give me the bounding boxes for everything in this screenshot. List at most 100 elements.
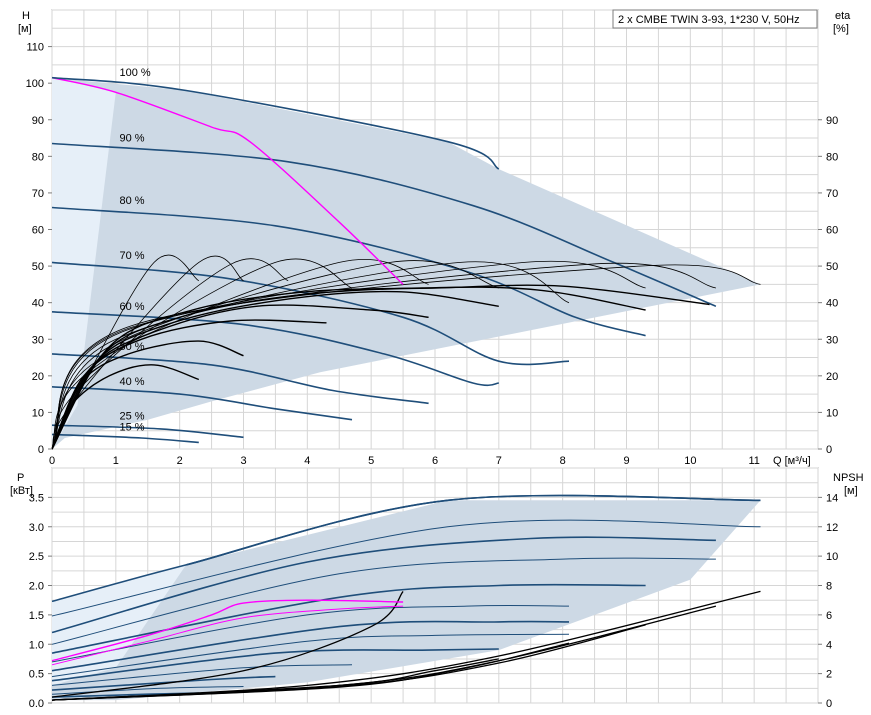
y-right-tick-label: 12 xyxy=(826,522,838,534)
y-tick-label: 3.5 xyxy=(29,492,44,504)
y-right-tick-label: 80 xyxy=(826,151,838,163)
efficiency-curve xyxy=(51,304,429,450)
speed-curve xyxy=(51,424,244,439)
efficiency-curve xyxy=(51,261,570,450)
npsh-curve xyxy=(51,642,570,701)
y-tick-label: 2.5 xyxy=(29,551,44,563)
y-tick-label: 80 xyxy=(32,151,44,163)
npsh-axis-unit: [м] xyxy=(844,485,858,497)
speed-label: 100 % xyxy=(119,67,150,79)
speed-curve xyxy=(51,386,353,421)
power-axis-label: P xyxy=(17,472,24,484)
power-curve xyxy=(51,536,716,634)
efficiency-curve xyxy=(51,262,716,450)
x-tick-label: 1 xyxy=(113,455,119,467)
max-speed-curve xyxy=(51,76,500,170)
head-chart: 0102030405060708090100110010203040506070… xyxy=(26,9,839,467)
x-tick-label: 5 xyxy=(368,455,374,467)
speed-curve xyxy=(51,261,570,366)
y-tick-label: 0.5 xyxy=(29,669,44,681)
y-right-tick-label: 0 xyxy=(826,444,832,456)
speed-curve xyxy=(51,353,429,405)
y-tick-label: 2.0 xyxy=(29,581,44,593)
x-tick-label: 2 xyxy=(177,455,183,467)
y-right-tick-label: 6 xyxy=(826,610,832,622)
y-tick-label: 70 xyxy=(32,188,44,200)
y-right-tick-label: 70 xyxy=(826,188,838,200)
x-tick-label: 6 xyxy=(432,455,438,467)
y-tick-label: 1.5 xyxy=(29,610,44,622)
power-axis-unit: [кВт] xyxy=(10,485,33,497)
power-curve xyxy=(51,519,761,617)
y-tick-label: 50 xyxy=(32,261,44,273)
power-curve xyxy=(51,583,646,654)
npsh-curve xyxy=(51,658,499,701)
y-tick-label: 40 xyxy=(32,298,44,310)
y-tick-label: 10 xyxy=(32,407,44,419)
y-tick-label: 20 xyxy=(32,371,44,383)
x-tick-label: 7 xyxy=(496,455,502,467)
y-tick-label: 30 xyxy=(32,334,44,346)
speed-curve xyxy=(51,311,499,387)
x-tick-label: 4 xyxy=(304,455,310,467)
power-curve xyxy=(51,604,570,663)
power-curve xyxy=(51,686,244,695)
operating-curve xyxy=(51,77,404,285)
y-tick-label: 90 xyxy=(32,115,44,127)
head-chart-curves xyxy=(51,76,761,450)
y-right-tick-label: 10 xyxy=(826,551,838,563)
y-right-tick-label: 90 xyxy=(826,115,838,127)
speed-label: 15 % xyxy=(119,422,144,434)
x-tick-label: 11 xyxy=(748,455,759,467)
operating-range-envelope xyxy=(52,500,761,701)
power-curve xyxy=(51,648,499,682)
head-chart-envelopes xyxy=(52,77,761,449)
efficiency-curve xyxy=(51,264,761,450)
operating-curve-secondary xyxy=(51,605,404,666)
power-chart-curves xyxy=(51,494,761,701)
efficiency-curve xyxy=(51,260,499,450)
power-curve xyxy=(51,557,716,645)
speed-curve xyxy=(51,206,646,337)
power-curve xyxy=(51,664,353,686)
npsh-axis-label: NPSH xyxy=(833,472,864,484)
x-tick-label: 3 xyxy=(240,455,246,467)
power-curve xyxy=(51,620,570,672)
low-flow-envelope xyxy=(52,77,116,449)
speed-label: 90 % xyxy=(119,133,144,145)
y-right-tick-label: 4 xyxy=(826,639,832,651)
y-right-tick-label: 50 xyxy=(826,261,838,273)
efficiency-curve xyxy=(51,364,200,450)
efficiency-curve xyxy=(51,340,244,450)
power-chart: 0.0 0.5 1.0 1.5 2.0 2.5 3.0 3.5 0 2 4 6 8 10 12 14 xyxy=(29,467,839,710)
y-tick-label: 0 xyxy=(38,444,44,456)
x-tick-label: 0 xyxy=(49,455,55,467)
speed-curve xyxy=(51,142,717,308)
y-right-tick-label: 8 xyxy=(826,581,832,593)
chart-title-box: 2 x CMBE TWIN 3-93, 1*230 V, 50Hz xyxy=(612,9,818,29)
y-tick-label: 3.0 xyxy=(29,522,44,534)
power-chart-ticks: 0.0 0.5 1.0 1.5 2.0 2.5 3.0 3.5 0 2 4 6 8 10 12 14 xyxy=(29,492,839,710)
flow-axis-label: Q [м³/ч] xyxy=(773,455,811,467)
y-right-tick-label: 40 xyxy=(826,298,838,310)
speed-label: 70 % xyxy=(119,250,144,262)
head-chart-ticks: 0102030405060708090100110010203040506070… xyxy=(26,42,839,467)
speed-label: 50 % xyxy=(119,341,144,353)
y-tick-label: 0.0 xyxy=(29,698,44,710)
head-axis-unit: [м] xyxy=(18,23,32,35)
y-tick-label: 60 xyxy=(32,225,44,237)
y-tick-label: 1.0 xyxy=(29,639,44,651)
efficiency-curve xyxy=(51,260,646,450)
x-tick-label: 9 xyxy=(623,455,629,467)
speed-label: 80 % xyxy=(119,195,144,207)
chart-title: 2 x CMBE TWIN 3-93, 1*230 V, 50Hz xyxy=(618,14,800,26)
power-curve xyxy=(51,633,570,678)
speed-label: 40 % xyxy=(119,376,144,388)
speed-curve xyxy=(51,433,199,444)
head-axis-label: H xyxy=(22,10,30,22)
y-right-tick-label: 20 xyxy=(826,371,838,383)
speed-label: 25 % xyxy=(119,411,144,423)
x-tick-label: 8 xyxy=(560,455,566,467)
